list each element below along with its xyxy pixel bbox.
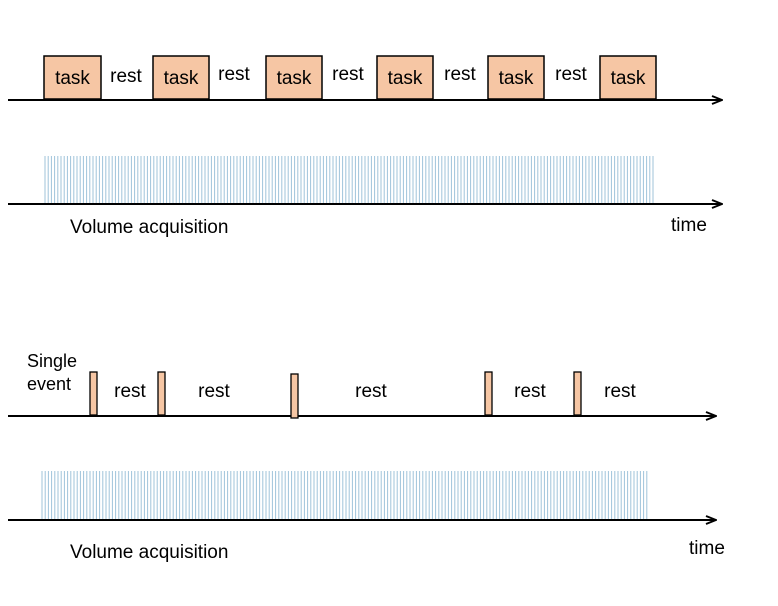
single-event-label-line2: event (27, 374, 71, 394)
rest-label: rest (218, 64, 250, 85)
task-block-2: task (152, 55, 210, 100)
rest-label: rest (604, 381, 636, 402)
event-acquisition-label: Volume acquisition (70, 542, 228, 563)
task-block-5: task (487, 55, 545, 100)
task-label: task (611, 68, 646, 89)
block-acquisition-ticks (44, 156, 654, 203)
event-design: Single event rest rest rest rest rest Vo… (8, 351, 725, 563)
single-event-marker (290, 373, 299, 419)
event-acquisition-ticks (41, 471, 648, 519)
block-acquisition-label: Volume acquisition (70, 217, 228, 238)
rest-label: rest (110, 66, 142, 87)
rest-label: rest (114, 381, 146, 402)
rest-label: rest (332, 64, 364, 85)
rest-label: rest (444, 64, 476, 85)
task-label: task (55, 68, 90, 89)
single-event-label-line1: Single (27, 351, 77, 371)
task-label: task (164, 68, 199, 89)
task-label: task (499, 68, 534, 89)
rest-label: rest (514, 381, 546, 402)
rest-label: rest (555, 64, 587, 85)
rest-label: rest (198, 381, 230, 402)
task-label: task (277, 68, 312, 89)
task-block-3: task (265, 55, 323, 100)
block-design: task rest task rest task rest task rest … (8, 55, 722, 238)
single-event-marker (157, 371, 166, 416)
single-event-marker (89, 371, 98, 416)
task-block-4: task (376, 55, 434, 100)
task-block-1: task (43, 55, 102, 100)
event-time-label: time (689, 538, 725, 559)
rest-label: rest (355, 381, 387, 402)
task-block-6: task (599, 55, 657, 100)
single-event-marker (573, 371, 582, 416)
task-label: task (388, 68, 423, 89)
block-time-label: time (671, 215, 707, 236)
single-event-marker (484, 371, 493, 416)
